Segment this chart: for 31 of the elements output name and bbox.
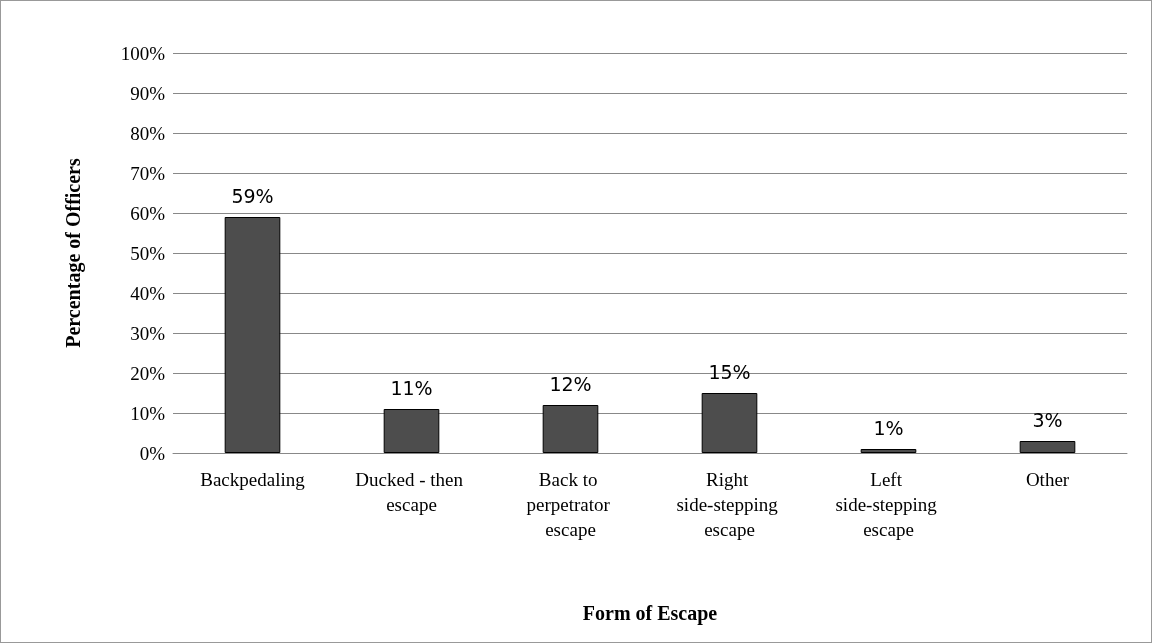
y-tick-label: 60%	[130, 202, 166, 224]
bar	[383, 409, 440, 453]
x-tick-label: Ducked - then escape	[355, 469, 468, 515]
data-label: 11%	[390, 376, 433, 399]
bar	[860, 449, 917, 453]
x-tick-label: Right side-stepping escape	[676, 469, 783, 540]
y-tick-label: 100%	[120, 42, 166, 64]
y-tick-label: 20%	[130, 362, 166, 384]
data-label: 12%	[549, 372, 592, 395]
y-tick-label: 90%	[130, 82, 166, 104]
bar	[1019, 441, 1076, 453]
bar	[542, 405, 599, 453]
x-tick-label: Backpedaling	[200, 469, 306, 490]
data-label: 3%	[1032, 408, 1063, 431]
data-label: 1%	[873, 416, 904, 439]
y-tick-label: 10%	[130, 402, 166, 424]
data-label: 59%	[231, 184, 274, 207]
y-tick-label: 30%	[130, 322, 166, 344]
y-tick-label: 50%	[130, 242, 166, 264]
x-tick-label: Other	[1025, 469, 1070, 490]
y-tick-label: 70%	[130, 162, 166, 184]
x-tick-label: Left side-stepping escape	[835, 469, 942, 540]
x-axis-title: Form of Escape	[582, 602, 718, 625]
y-tick-label: 0%	[139, 442, 166, 464]
y-tick-label: 80%	[130, 122, 166, 144]
data-label: 15%	[708, 360, 751, 383]
x-tick-label: Back to perpetrator escape	[526, 469, 615, 540]
y-tick-label: 40%	[130, 282, 166, 304]
bar	[224, 217, 281, 453]
bar	[701, 393, 758, 453]
y-axis-title: Percentage of Officers	[62, 158, 85, 348]
